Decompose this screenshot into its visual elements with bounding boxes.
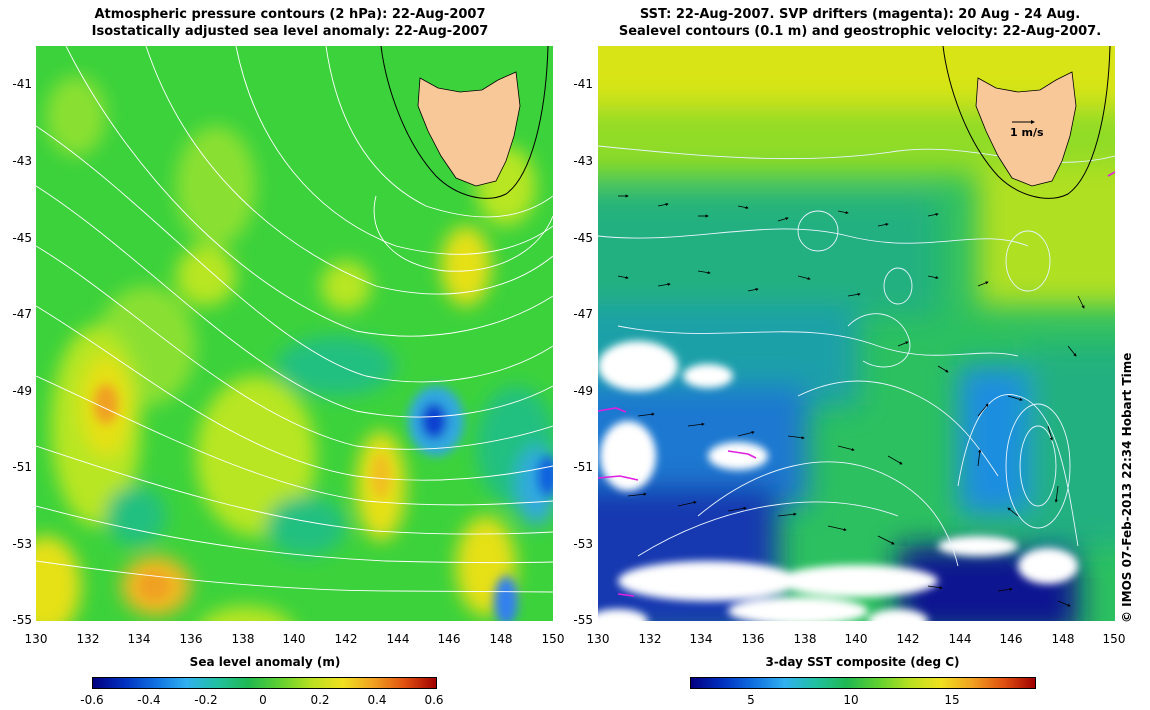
lon-tick: 144 [948, 632, 972, 646]
right-title-line1: SST: 22-Aug-2007. SVP drifters (magenta)… [639, 7, 1081, 22]
colorbar-tick: 0.4 [367, 693, 387, 707]
lon-tick: 134 [689, 632, 713, 646]
lon-tick: 148 [1051, 632, 1075, 646]
lon-tick: 130 [24, 632, 48, 646]
lon-tick: 138 [231, 632, 255, 646]
colorbar-tick: 0.6 [424, 693, 444, 707]
velocity-scale-label: 1 m/s [1010, 126, 1044, 139]
lat-tick: -43 [12, 154, 32, 168]
sst-colorbar [690, 677, 1036, 689]
svp-drifter-tracks [598, 171, 1115, 597]
lat-tick: -55 [573, 613, 593, 627]
lon-tick: 134 [127, 632, 151, 646]
tasmania-landmass-sst [975, 71, 1077, 187]
left-title-line2: Isostatically adjusted sea level anomaly… [91, 24, 489, 39]
colorbar-tick: 10 [843, 693, 859, 707]
lat-tick: -49 [573, 384, 593, 398]
anomaly-field [36, 76, 553, 621]
lat-tick: -43 [573, 154, 593, 168]
lon-tick: 130 [586, 632, 610, 646]
colorbar-tick: 0 [259, 693, 267, 707]
tasmania-landmass [417, 71, 521, 187]
colorbar-tick: -0.2 [194, 693, 218, 707]
lat-tick: -41 [12, 77, 32, 91]
sst-map[interactable]: 1 m/s [598, 46, 1115, 621]
left-title: Atmospheric pressure contours (2 hPa): 2… [40, 6, 540, 40]
imos-credit: © IMOS 07-Feb-2013 22:34 Hobart Time [1120, 352, 1134, 623]
lat-tick: -47 [573, 307, 593, 321]
lon-tick: 142 [896, 632, 920, 646]
right-title-line2: Sealevel contours (0.1 m) and geostrophi… [618, 24, 1102, 39]
lat-tick: -45 [573, 231, 593, 245]
lon-tick: 136 [179, 632, 203, 646]
pressure-contours [36, 46, 553, 593]
colorbar-tick: 0.2 [310, 693, 330, 707]
lat-tick: -53 [573, 537, 593, 551]
sea-level-anomaly-map[interactable] [36, 46, 553, 621]
colorbar-tick: 5 [747, 693, 755, 707]
lat-tick: -47 [12, 307, 32, 321]
colorbar-tick: -0.4 [137, 693, 161, 707]
lat-tick: -51 [573, 460, 593, 474]
lat-tick: -53 [12, 537, 32, 551]
lon-tick: 136 [741, 632, 765, 646]
cloud-mask [598, 341, 1078, 621]
left-title-line1: Atmospheric pressure contours (2 hPa): 2… [94, 7, 486, 22]
lon-tick: 142 [334, 632, 358, 646]
lon-tick: 150 [541, 632, 565, 646]
lon-tick: 132 [76, 632, 100, 646]
lat-tick: -49 [12, 384, 32, 398]
lon-tick: 140 [844, 632, 868, 646]
lon-tick: 138 [793, 632, 817, 646]
lon-tick: 140 [282, 632, 306, 646]
colorbar-tick: -0.6 [80, 693, 104, 707]
lon-tick: 146 [999, 632, 1023, 646]
lat-tick: -41 [573, 77, 593, 91]
sea-level-colorbar [92, 677, 437, 689]
right-colorbar-title: 3-day SST composite (deg C) [765, 655, 960, 669]
lat-tick: -55 [12, 613, 32, 627]
velocity-vectors [617, 194, 1085, 607]
lat-tick: -51 [12, 460, 32, 474]
colorbar-tick: 15 [944, 693, 960, 707]
lon-tick: 148 [489, 632, 513, 646]
lon-tick: 146 [437, 632, 461, 646]
left-colorbar-title: Sea level anomaly (m) [189, 655, 341, 669]
lon-tick: 144 [386, 632, 410, 646]
right-title: SST: 22-Aug-2007. SVP drifters (magenta)… [600, 6, 1120, 40]
lon-tick: 150 [1102, 632, 1126, 646]
lon-tick: 132 [638, 632, 662, 646]
lat-tick: -45 [12, 231, 32, 245]
